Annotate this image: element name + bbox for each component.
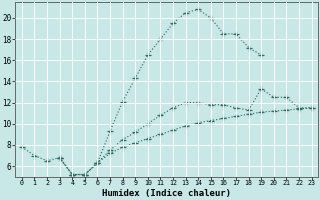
X-axis label: Humidex (Indice chaleur): Humidex (Indice chaleur): [102, 189, 231, 198]
